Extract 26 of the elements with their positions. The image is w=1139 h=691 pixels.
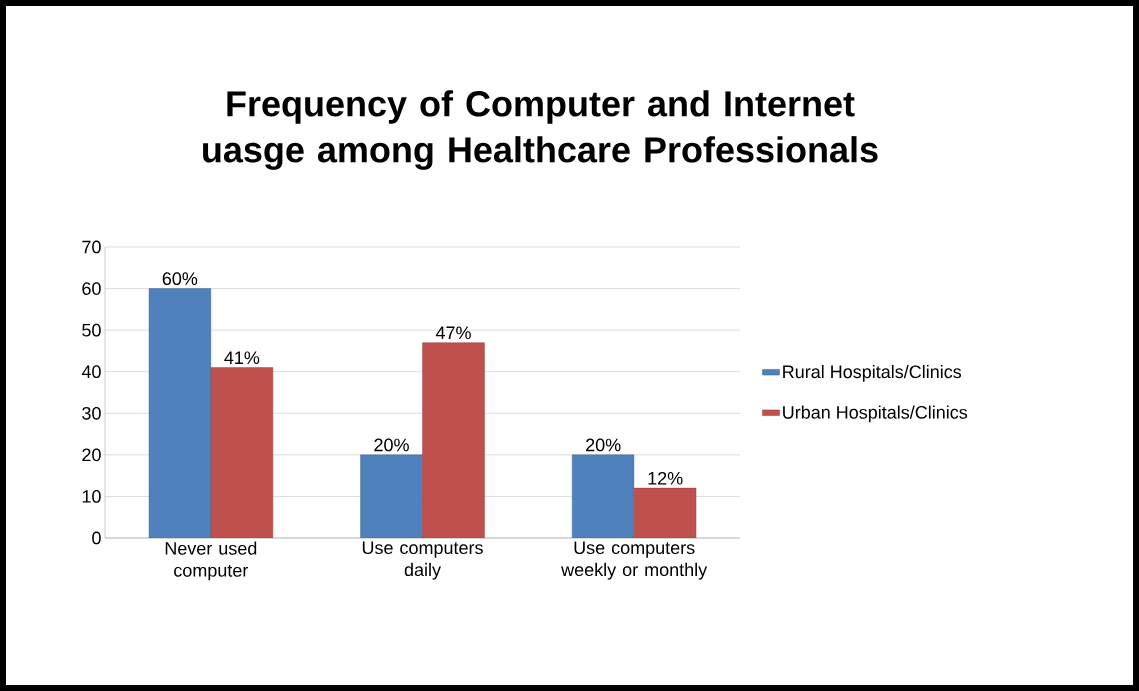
x-tick-label: Use computers weekly or monthly [561,541,708,580]
y-tick-label: 30 [82,406,101,420]
data-label: 60% [162,272,198,286]
chart-title: Frequency of Computer and Internet uasge among Healthcare Professionals [203,90,878,170]
data-label: 20% [586,438,621,452]
y-tick-label: 60 [82,282,101,295]
data-label: 20% [374,438,409,452]
data-label: 47% [435,326,471,340]
bar [210,367,274,538]
y-tick-label: 0 [92,531,101,545]
y-tick-label: 70 [82,240,101,254]
bar [422,342,485,538]
legend-label: Urban Hospitals/Clinics [783,405,968,423]
y-tick-label: 20 [82,448,101,462]
bar [633,487,697,538]
x-tick-label: Never used computer [165,541,257,581]
y-tick-label: 10 [82,490,101,503]
bar [360,454,423,538]
x-tick-label: Use computers daily [362,541,483,580]
y-tick-label: 40 [81,365,101,379]
data-label: 12% [648,471,683,485]
y-tick-label: 50 [82,323,101,337]
bar [571,454,635,538]
legend-label: Rural Hospitals/Clinics [783,364,962,382]
data-label: 41% [224,351,260,365]
bar [148,288,212,538]
